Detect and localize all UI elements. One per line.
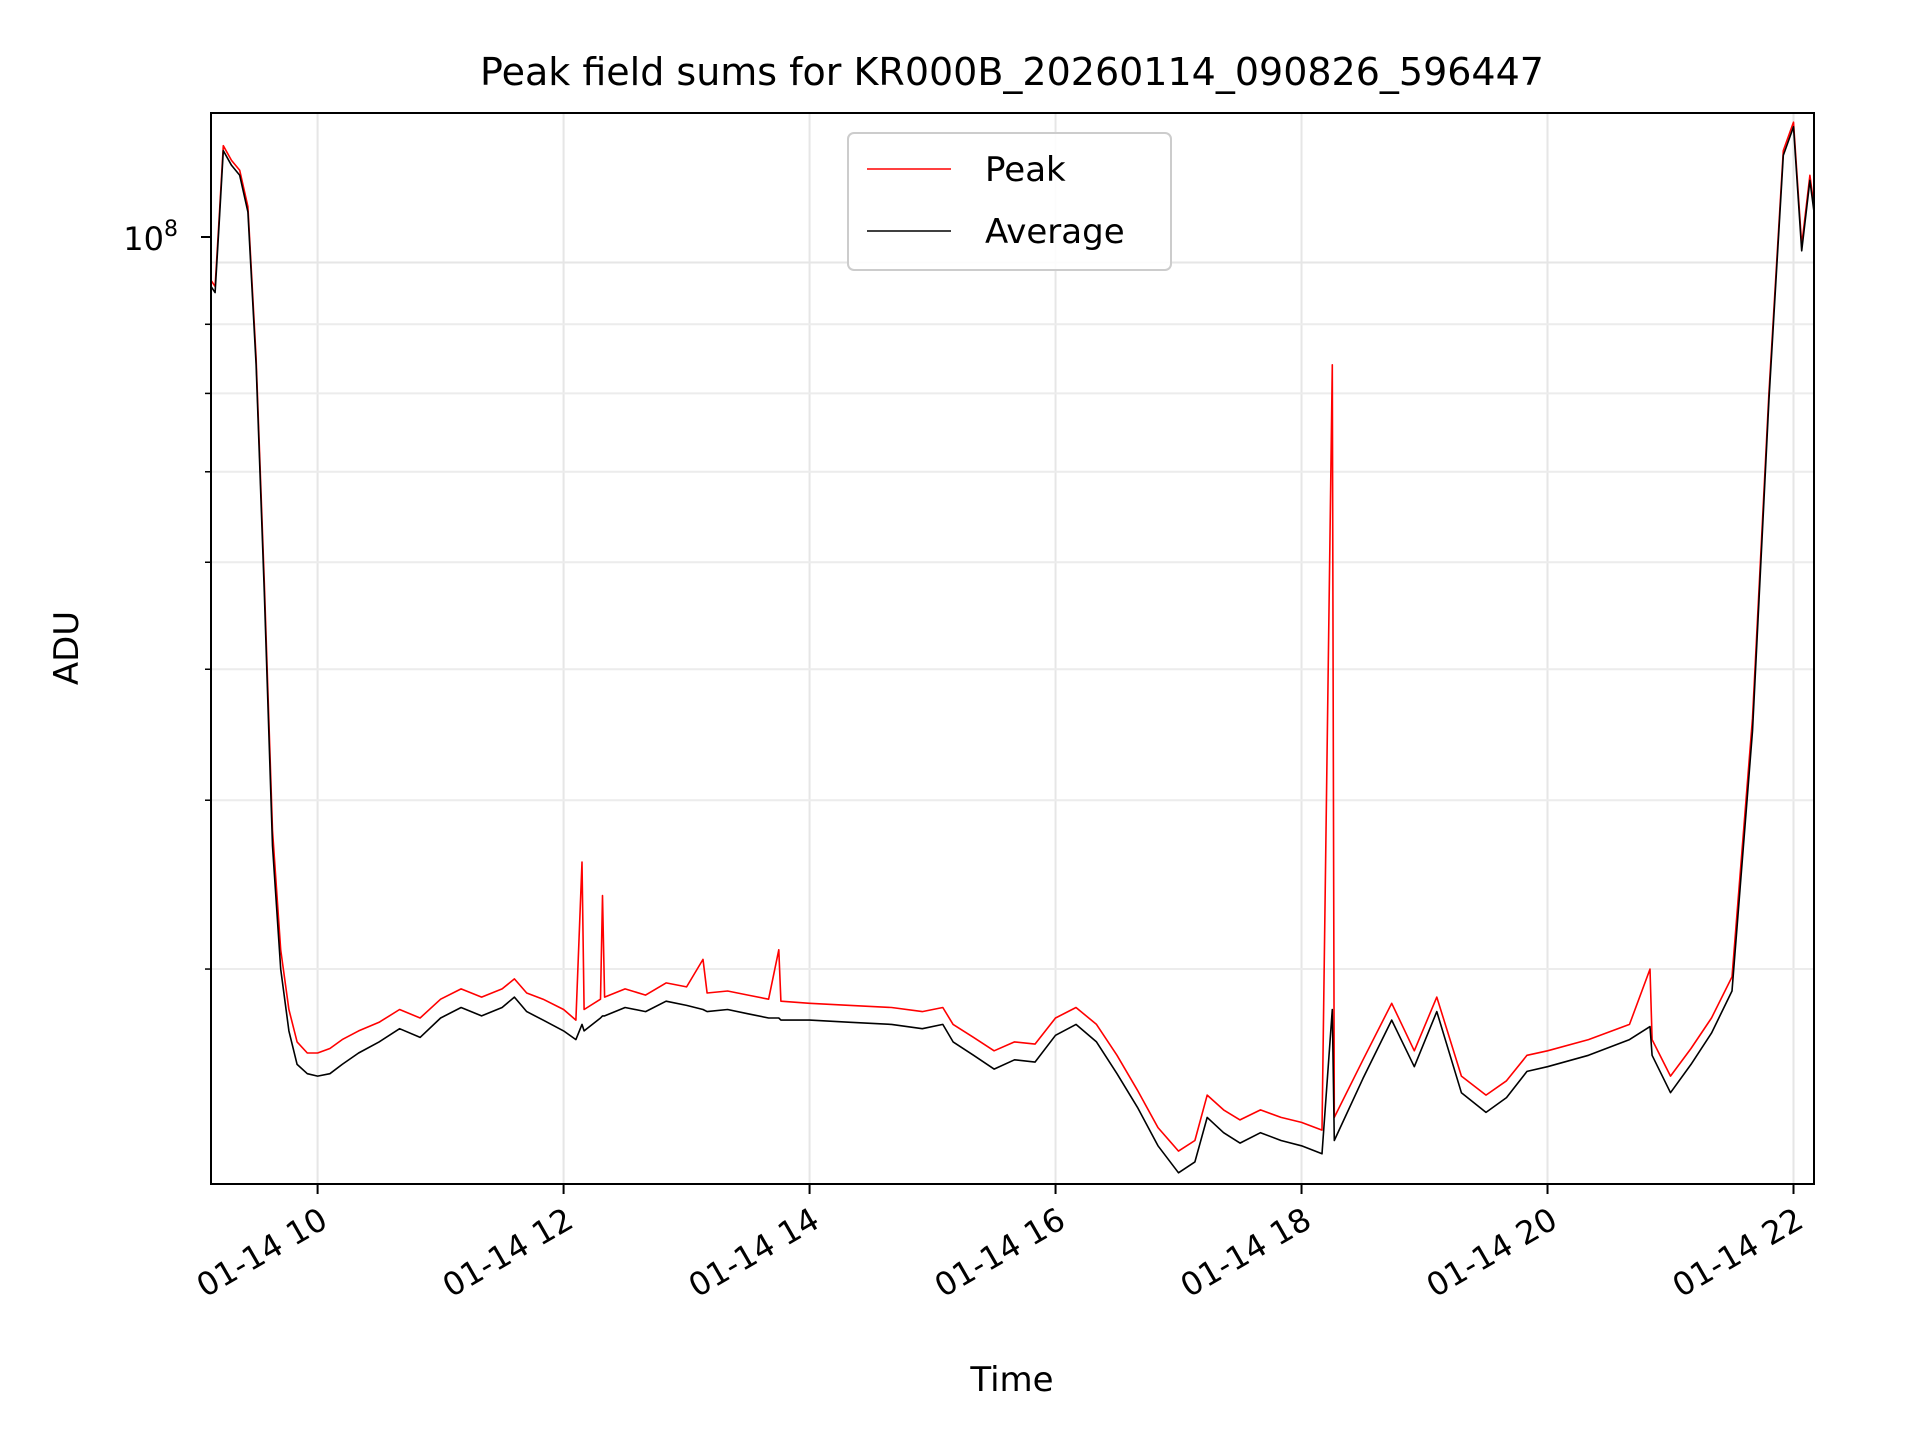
legend-label-peak: Peak [985, 150, 1066, 190]
legend: Peak Average [847, 132, 1172, 271]
y-axis-label: ADU [47, 611, 87, 685]
chart-title: Peak field sums for KR000B_20260114_0908… [480, 50, 1544, 94]
legend-label-average: Average [985, 212, 1125, 252]
x-axis-label: Time [969, 1360, 1053, 1400]
series-line-peak [210, 121, 1815, 1152]
y-tick-exponent: 8 [164, 217, 178, 242]
series-line-average [210, 126, 1815, 1174]
y-axis-tick: 108 [123, 217, 211, 258]
plot-frame [210, 112, 1815, 1185]
y-tick-label: 108 [123, 217, 178, 258]
series-layer [210, 121, 1815, 1174]
legend-box [847, 132, 1172, 271]
y-tick-base: 10 [123, 220, 164, 258]
